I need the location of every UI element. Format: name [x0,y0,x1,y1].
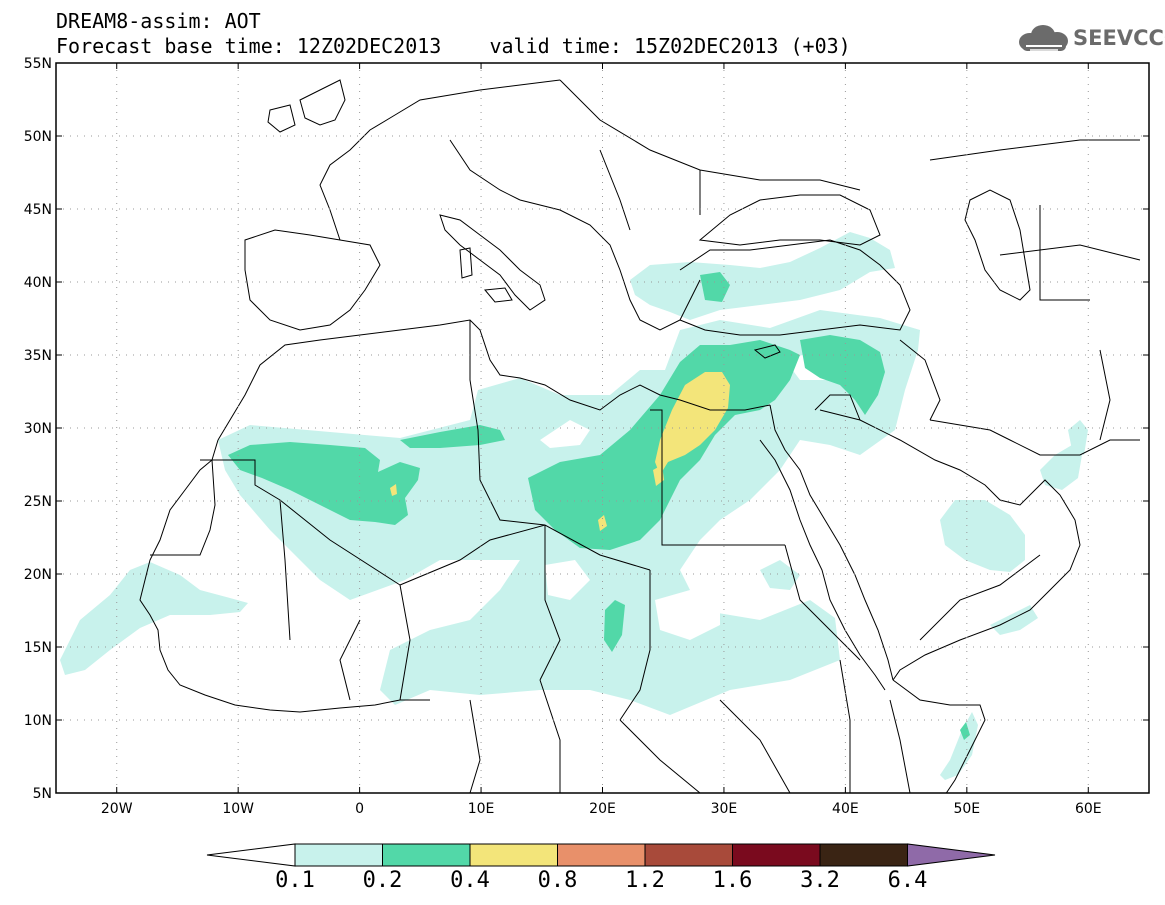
colorbar-box [732,843,821,867]
map-axes: 55N 50N 45N 40N 35N 30N 25N 20N 15N 10N 5N 20W 10W 0 1… [24,56,1149,817]
colorbar-max-arrow [907,843,996,867]
cloud-icon [1019,25,1068,51]
lat-label: 5N [33,786,52,802]
lat-label: 40N [24,275,52,291]
colorbar-box [557,843,646,867]
coastlines-and-borders [139,79,1141,793]
lon-label: 50E [953,801,980,817]
colorbar-box [294,843,383,867]
colorbar-label: 1.6 [712,868,753,893]
colorbar-box [469,843,558,867]
map-title: DREAM8-assim: AOT [56,9,261,33]
colorbar-label: 1.2 [625,868,665,893]
lat-label: 25N [24,494,52,510]
colorbar-label: 0.8 [537,868,578,893]
colorbar-min-arrow [206,843,296,867]
colorbar-box [819,843,908,867]
lat-label: 15N [24,640,52,656]
graticule [56,63,1149,793]
forecast-time-line: Forecast base time: 12Z02DEC2013 valid t… [56,34,851,58]
logo-text: SEEVCCC [1073,26,1165,50]
lat-label: 35N [24,348,52,364]
colorbar-box [644,843,733,867]
colorbar-label: 3.2 [800,868,840,893]
lon-label: 10W [222,801,254,817]
aot-shading [60,232,1088,780]
lon-label: 30E [711,801,738,817]
lat-label: 10N [24,713,52,729]
lon-label: 10E [468,801,495,817]
aot-band-0.4-0.8 [390,372,730,531]
colorbar-label: 6.4 [887,868,928,893]
colorbar-boxes [206,843,996,867]
lat-label: 50N [24,129,52,145]
lat-label: 55N [24,56,52,72]
lon-label: 40E [832,801,859,817]
lon-label: 0 [355,801,364,817]
lon-label: 20W [101,801,133,817]
lat-label: 30N [24,421,52,437]
lat-label: 20N [24,567,52,583]
colorbar-label: 0.4 [450,868,490,893]
colorbar-label: 0.2 [362,868,403,893]
seevccc-logo [1019,25,1068,51]
lat-label: 45N [24,202,52,218]
lon-label: 20E [589,801,616,817]
colorbar-box [382,843,471,867]
lon-label: 60E [1075,801,1102,817]
colorbar-label: 0.1 [275,868,315,893]
